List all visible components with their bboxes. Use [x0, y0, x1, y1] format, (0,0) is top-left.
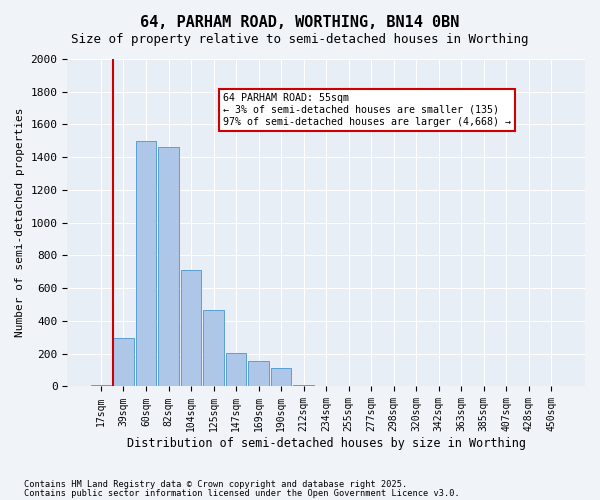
Bar: [158, 148, 179, 386]
Text: Contains public sector information licensed under the Open Government Licence v3: Contains public sector information licen…: [24, 488, 460, 498]
Bar: [271, 368, 291, 386]
Bar: [181, 270, 201, 386]
Y-axis label: Number of semi-detached properties: Number of semi-detached properties: [15, 108, 25, 338]
Bar: [136, 141, 156, 386]
Text: Size of property relative to semi-detached houses in Worthing: Size of property relative to semi-detach…: [71, 32, 529, 46]
Text: 64 PARHAM ROAD: 55sqm
← 3% of semi-detached houses are smaller (135)
97% of semi: 64 PARHAM ROAD: 55sqm ← 3% of semi-detac…: [223, 94, 511, 126]
Bar: [203, 310, 224, 386]
Bar: [91, 385, 111, 386]
Text: 64, PARHAM ROAD, WORTHING, BN14 0BN: 64, PARHAM ROAD, WORTHING, BN14 0BN: [140, 15, 460, 30]
Text: Contains HM Land Registry data © Crown copyright and database right 2025.: Contains HM Land Registry data © Crown c…: [24, 480, 407, 489]
X-axis label: Distribution of semi-detached houses by size in Worthing: Distribution of semi-detached houses by …: [127, 437, 526, 450]
Bar: [293, 385, 314, 386]
Bar: [226, 353, 246, 386]
Bar: [113, 338, 134, 386]
Bar: [248, 361, 269, 386]
